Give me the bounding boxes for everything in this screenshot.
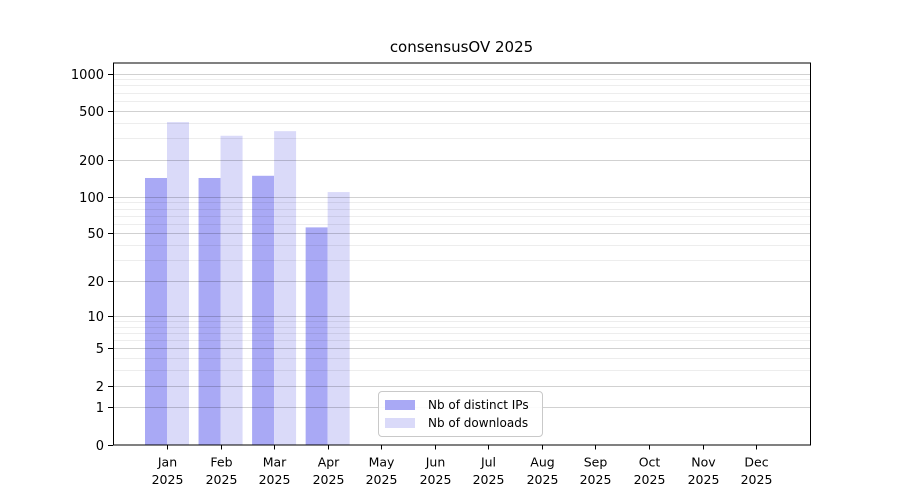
y-tick-label: 1000 bbox=[71, 68, 104, 83]
legend-item-distinct-ips: Nb of distinct IPs bbox=[385, 398, 536, 412]
legend-swatch-distinct-ips bbox=[385, 400, 415, 410]
bar-downloads-feb bbox=[220, 135, 243, 445]
x-tick-label-year: 2025 bbox=[580, 472, 612, 487]
bar-distinct-ips-feb bbox=[198, 177, 221, 445]
bar-distinct-ips-apr bbox=[305, 227, 328, 445]
x-tick-label-month: Dec bbox=[744, 455, 768, 470]
bar-downloads-mar bbox=[274, 131, 297, 445]
x-tick-label-year: 2025 bbox=[688, 472, 720, 487]
y-tick-label: 200 bbox=[79, 154, 104, 169]
x-tick-label-year: 2025 bbox=[634, 472, 666, 487]
x-tick-label-year: 2025 bbox=[420, 472, 452, 487]
x-tick-label-month: Sep bbox=[584, 455, 608, 470]
y-tick-label: 1 bbox=[96, 401, 104, 416]
x-tick-label-year: 2025 bbox=[473, 472, 505, 487]
x-tick-label-year: 2025 bbox=[206, 472, 238, 487]
bar-distinct-ips-mar bbox=[252, 175, 275, 445]
x-tick-label-month: Oct bbox=[639, 455, 661, 470]
legend-swatch-downloads bbox=[385, 418, 415, 428]
x-tick-label-month: Jul bbox=[480, 455, 496, 470]
x-tick-label-month: May bbox=[369, 455, 395, 470]
x-tick-label-month: Apr bbox=[318, 455, 340, 470]
y-tick-label: 500 bbox=[79, 105, 104, 120]
x-tick-label-year: 2025 bbox=[152, 472, 184, 487]
x-tick-label-month: Nov bbox=[691, 455, 716, 470]
x-tick-label-month: Mar bbox=[263, 455, 287, 470]
x-tick-label-month: Feb bbox=[210, 455, 232, 470]
x-tick-label-year: 2025 bbox=[366, 472, 398, 487]
plot-border bbox=[113, 62, 811, 446]
x-tick-label-year: 2025 bbox=[741, 472, 773, 487]
chart-title: consensusOV 2025 bbox=[389, 38, 534, 56]
legend: Nb of distinct IPs Nb of downloads bbox=[378, 391, 543, 437]
legend-item-downloads: Nb of downloads bbox=[385, 416, 536, 430]
y-tick-label: 5 bbox=[96, 342, 104, 357]
x-tick-label-month: Jan bbox=[157, 455, 177, 470]
y-tick-label: 50 bbox=[87, 227, 104, 242]
legend-label-distinct-ips: Nb of distinct IPs bbox=[428, 398, 529, 412]
y-tick-label: 10 bbox=[87, 310, 104, 325]
bar-distinct-ips-jan bbox=[145, 177, 167, 445]
bar-downloads-jan bbox=[167, 122, 189, 445]
x-tick-label-year: 2025 bbox=[313, 472, 345, 487]
x-tick-label-year: 2025 bbox=[527, 472, 559, 487]
legend-label-downloads: Nb of downloads bbox=[428, 416, 529, 430]
y-tick-label: 2 bbox=[96, 380, 104, 395]
y-tick-label: 20 bbox=[87, 275, 104, 290]
x-tick-label-year: 2025 bbox=[259, 472, 291, 487]
x-tick-label-month: Jun bbox=[425, 455, 446, 470]
x-tick-label-month: Aug bbox=[530, 455, 554, 470]
bar-downloads-apr bbox=[327, 192, 350, 445]
y-tick-label: 100 bbox=[79, 191, 104, 206]
y-tick-label: 0 bbox=[96, 439, 104, 454]
